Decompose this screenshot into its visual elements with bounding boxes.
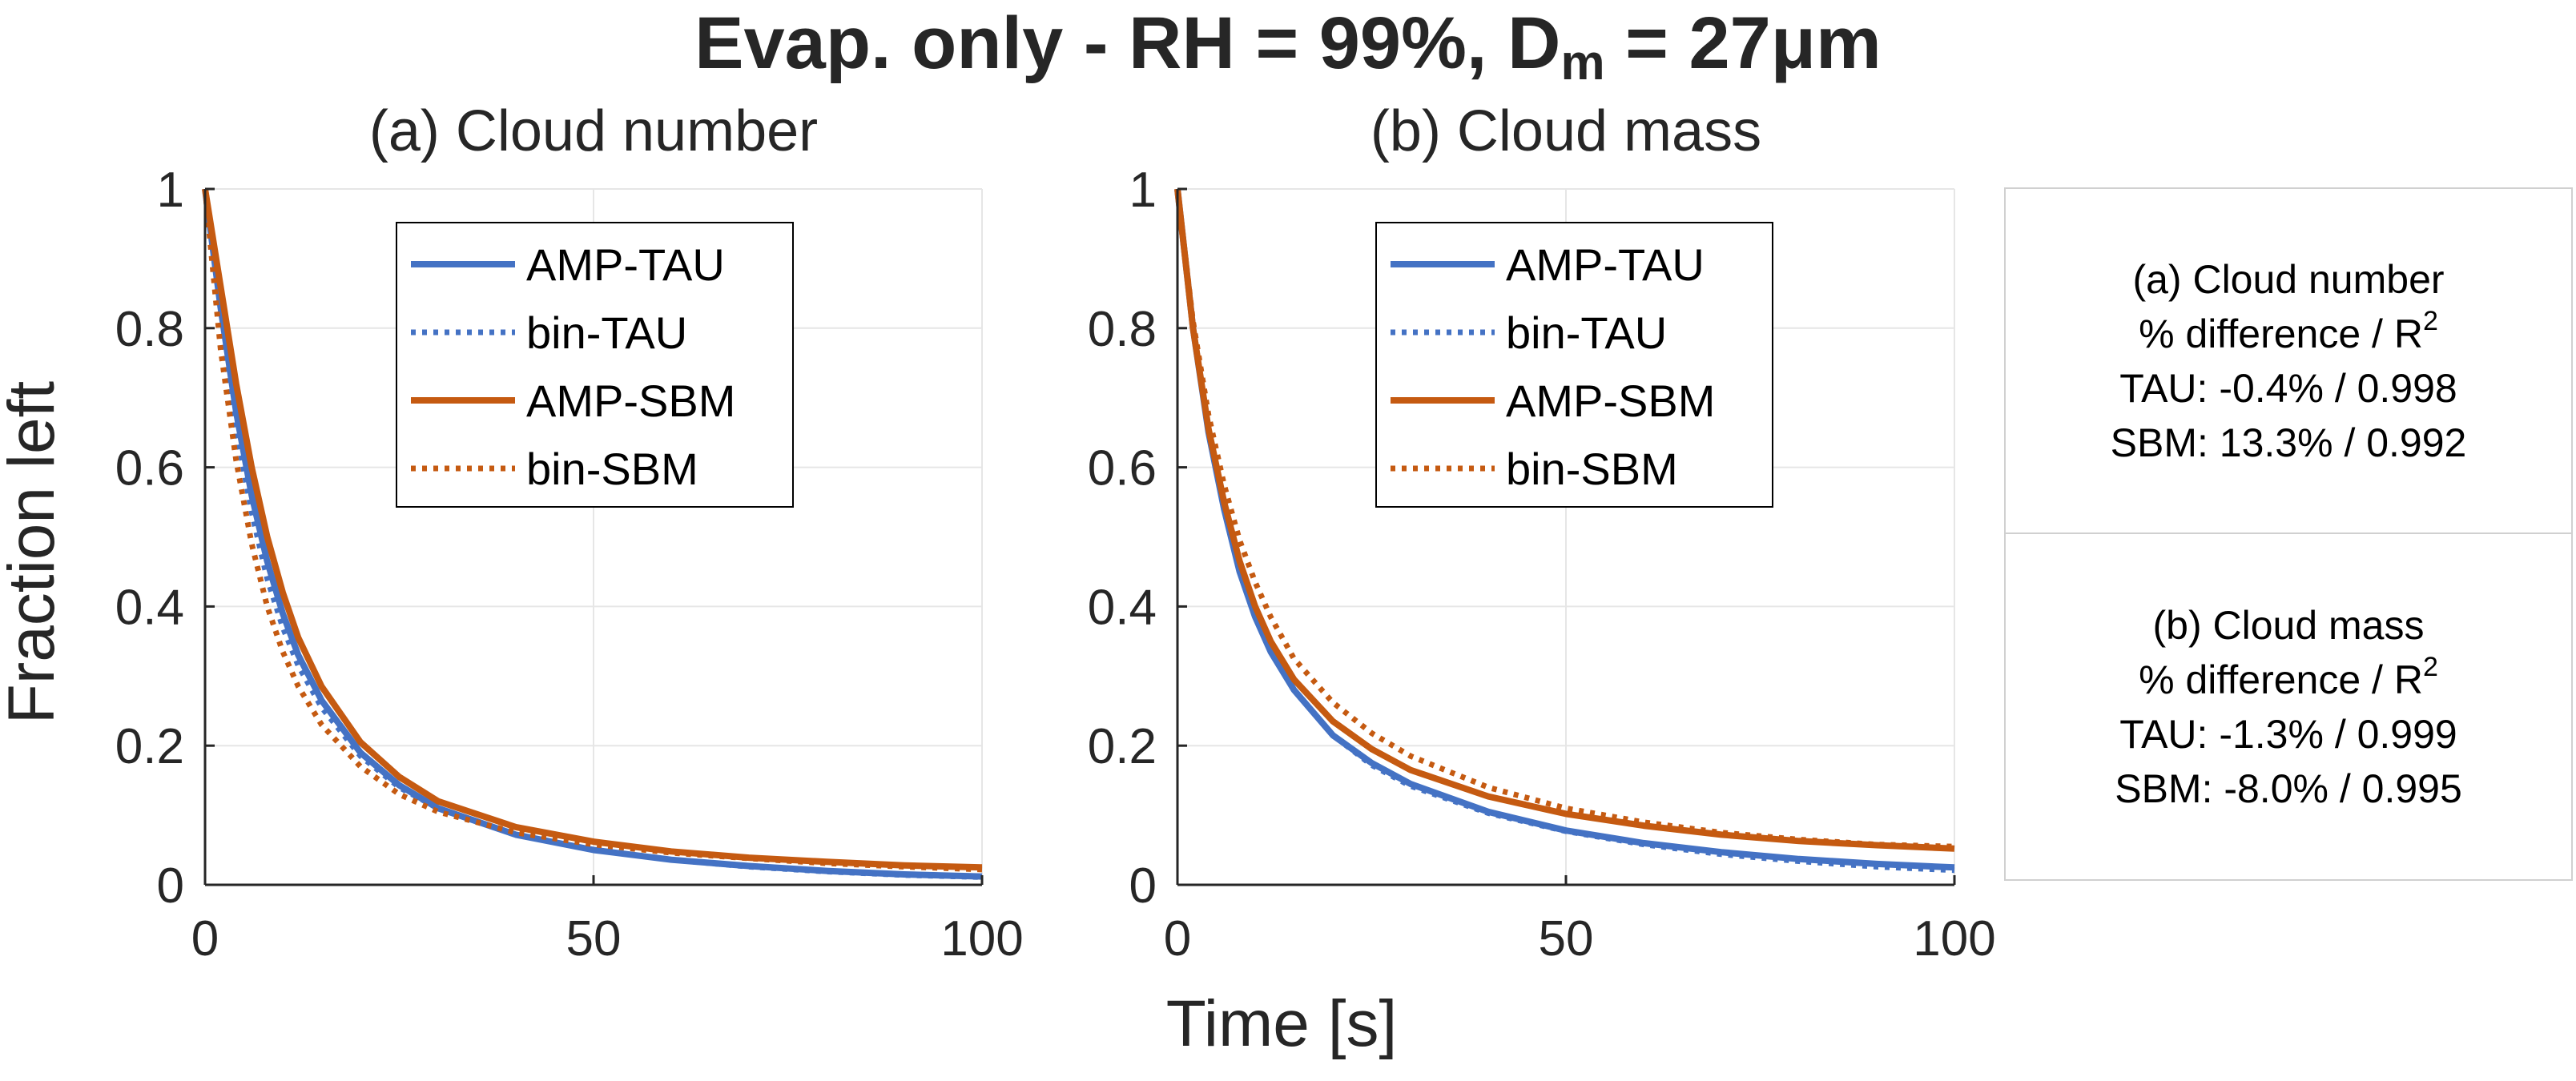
panel-a-title: (a) Cloud number: [368, 99, 819, 163]
y-tick-label: 0.4: [1088, 580, 1157, 635]
legend-label: AMP-TAU: [526, 239, 725, 290]
stats-heading: (a) Cloud number: [2132, 256, 2445, 302]
y-tick-label: 0.8: [1088, 302, 1157, 357]
legend-label: bin-SBM: [526, 444, 698, 494]
figure-title: Evap. only - RH = 99%, Dm = 27μm: [0, 2, 2576, 90]
stats-metric-label: % difference / R2: [2139, 305, 2438, 356]
stats-panel-number: (a) Cloud number % difference / R2 TAU: …: [2006, 189, 2571, 534]
x-axis-label: Time [s]: [1165, 987, 1398, 1060]
stats-heading: (b) Cloud mass: [2152, 602, 2425, 648]
panel-b-title: (b) Cloud mass: [1370, 99, 1762, 163]
series-line-bin-tau: [202, 188, 983, 880]
stats-tau-line: TAU: -0.4% / 0.998: [2119, 365, 2457, 411]
y-tick-label: 0.4: [115, 580, 184, 635]
figure-title-main: Evap. only - RH = 99%, D: [694, 2, 1561, 84]
x-tick-label: 50: [566, 911, 622, 966]
y-tick-label: 0.2: [115, 719, 184, 774]
stats-panel-mass: (b) Cloud mass % difference / R2 TAU: -1…: [2006, 534, 2571, 879]
y-tick-label: 0.2: [1088, 719, 1157, 774]
legend-label: bin-TAU: [526, 307, 687, 358]
x-tick-label: 100: [1913, 911, 1995, 966]
legend-label: AMP-SBM: [526, 376, 735, 426]
stats-metric-label: % difference / R2: [2139, 651, 2438, 702]
legend-b: AMP-TAU bin-TAU AMP-SBM bin-SBM: [1375, 222, 1773, 508]
x-tick-label: 50: [1539, 911, 1594, 966]
y-tick-label: 0.6: [115, 441, 184, 496]
figure-title-subscript: m: [1560, 35, 1605, 90]
y-tick-label: 1: [1129, 163, 1157, 218]
y-tick-label: 0: [157, 858, 184, 914]
legend-label: AMP-SBM: [1506, 376, 1715, 426]
y-tick-label: 0: [1129, 858, 1157, 914]
series-line-bin-sbm: [1174, 188, 1955, 850]
series-line-amp-sbm: [202, 188, 983, 871]
legend-a: AMP-TAU bin-TAU AMP-SBM bin-SBM: [396, 222, 794, 508]
legend-label: bin-SBM: [1506, 444, 1678, 494]
stats-sbm-line: SBM: 13.3% / 0.992: [2110, 420, 2467, 465]
stats-tau-line: TAU: -1.3% / 0.999: [2119, 711, 2457, 757]
stats-sbm-line: SBM: -8.0% / 0.995: [2115, 766, 2462, 811]
x-tick-label: 100: [940, 911, 1023, 966]
legend-box: [396, 222, 794, 508]
stats-metric-superscript: 2: [2422, 651, 2438, 682]
figure-title-tail: = 27μm: [1604, 2, 1882, 84]
y-tick-label: 0.8: [115, 302, 184, 357]
x-tick-label: 0: [191, 911, 219, 966]
x-tick-label: 0: [1164, 911, 1191, 966]
y-tick-label: 1: [157, 163, 184, 218]
legend-label: AMP-TAU: [1506, 239, 1705, 290]
legend-box: [1375, 222, 1773, 508]
y-tick-label: 0.6: [1088, 441, 1157, 496]
stats-metric-superscript: 2: [2422, 305, 2438, 336]
stats-box: (a) Cloud number % difference / R2 TAU: …: [2004, 187, 2573, 881]
legend-label: bin-TAU: [1506, 307, 1667, 358]
